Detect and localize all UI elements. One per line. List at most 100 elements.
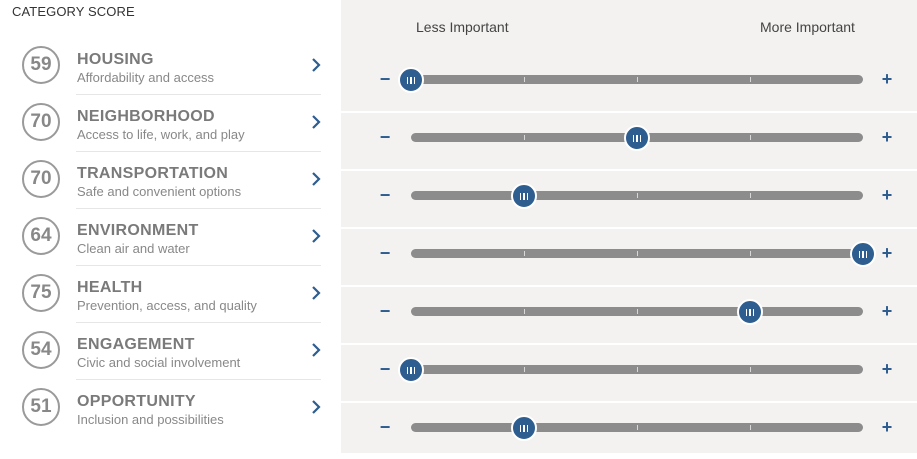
category-score-header: CATEGORY SCORE	[12, 4, 135, 19]
row-divider	[76, 208, 321, 209]
importance-slider-environment: − +	[341, 230, 917, 287]
grip-icon	[406, 366, 416, 374]
slider-tick	[637, 251, 638, 256]
row-separator	[341, 169, 917, 171]
slider-tick	[750, 77, 751, 82]
slider-tick	[750, 251, 751, 256]
importance-slider-transportation: − +	[341, 172, 917, 229]
category-subtitle: Clean air and water	[77, 241, 190, 256]
category-list: 59 HOUSING Affordability and access 70 N…	[0, 38, 341, 437]
slider-track[interactable]	[411, 241, 876, 267]
score-badge: 64	[22, 217, 60, 255]
score-badge: 51	[22, 388, 60, 426]
grip-icon	[406, 76, 416, 84]
row-separator	[341, 285, 917, 287]
slider-tick	[637, 367, 638, 372]
chevron-right-icon[interactable]	[309, 398, 323, 416]
slider-tick	[524, 135, 525, 140]
category-subtitle: Prevention, access, and quality	[77, 298, 257, 313]
increase-button[interactable]: +	[881, 69, 893, 89]
category-row-opportunity[interactable]: 51 OPPORTUNITY Inclusion and possibiliti…	[0, 380, 341, 437]
category-row-neighborhood[interactable]: 70 NEIGHBORHOOD Access to life, work, an…	[0, 95, 341, 152]
slider-track[interactable]	[411, 125, 863, 151]
category-title: ENVIRONMENT	[77, 222, 199, 239]
importance-slider-housing: − +	[341, 56, 917, 113]
chevron-right-icon[interactable]	[309, 284, 323, 302]
grip-icon	[745, 308, 755, 316]
decrease-button[interactable]: −	[379, 359, 391, 379]
chevron-right-icon[interactable]	[309, 227, 323, 245]
decrease-button[interactable]: −	[379, 417, 391, 437]
decrease-button[interactable]: −	[379, 69, 391, 89]
decrease-button[interactable]: −	[379, 127, 391, 147]
grip-icon	[519, 192, 529, 200]
score-badge: 75	[22, 274, 60, 312]
slider-tick	[637, 193, 638, 198]
slider-thumb[interactable]	[398, 357, 424, 383]
slider-track[interactable]	[398, 357, 863, 383]
category-row-health[interactable]: 75 HEALTH Prevention, access, and qualit…	[0, 266, 341, 323]
slider-track[interactable]	[398, 67, 863, 93]
row-divider	[76, 322, 321, 323]
score-badge: 54	[22, 331, 60, 369]
slider-thumb[interactable]	[624, 125, 650, 151]
importance-panel: Less Important More Important − + − + −	[341, 0, 917, 453]
slider-thumb[interactable]	[737, 299, 763, 325]
slider-tick	[750, 193, 751, 198]
chevron-right-icon[interactable]	[309, 341, 323, 359]
category-subtitle: Affordability and access	[77, 70, 215, 85]
chevron-right-icon[interactable]	[309, 56, 323, 74]
chevron-right-icon[interactable]	[309, 170, 323, 188]
row-divider	[76, 379, 321, 380]
slider-track[interactable]	[411, 415, 863, 441]
row-separator	[341, 401, 917, 403]
category-subtitle: Civic and social involvement	[77, 355, 241, 370]
decrease-button[interactable]: −	[379, 185, 391, 205]
slider-track[interactable]	[411, 183, 863, 209]
increase-button[interactable]: +	[881, 185, 893, 205]
slider-thumb[interactable]	[511, 415, 537, 441]
category-title: TRANSPORTATION	[77, 165, 229, 182]
less-important-label: Less Important	[416, 19, 509, 35]
increase-button[interactable]: +	[881, 243, 893, 263]
grip-icon	[858, 250, 868, 258]
row-divider	[76, 94, 321, 95]
category-row-engagement[interactable]: 54 ENGAGEMENT Civic and social involveme…	[0, 323, 341, 380]
slider-tick	[637, 425, 638, 430]
row-separator	[341, 111, 917, 113]
score-badge: 70	[22, 103, 60, 141]
decrease-button[interactable]: −	[379, 301, 391, 321]
slider-tick	[750, 367, 751, 372]
slider-thumb[interactable]	[511, 183, 537, 209]
category-subtitle: Safe and convenient options	[77, 184, 242, 199]
slider-tick	[750, 425, 751, 430]
category-subtitle: Inclusion and possibilities	[77, 412, 224, 427]
category-row-transportation[interactable]: 70 TRANSPORTATION Safe and convenient op…	[0, 152, 341, 209]
slider-tick	[524, 251, 525, 256]
slider-thumb[interactable]	[398, 67, 424, 93]
importance-slider-neighborhood: − +	[341, 114, 917, 171]
category-title: ENGAGEMENT	[77, 336, 195, 353]
increase-button[interactable]: +	[881, 417, 893, 437]
slider-tick	[524, 77, 525, 82]
slider-track[interactable]	[411, 299, 863, 325]
category-row-environment[interactable]: 64 ENVIRONMENT Clean air and water	[0, 209, 341, 266]
chevron-right-icon[interactable]	[309, 113, 323, 131]
decrease-button[interactable]: −	[379, 243, 391, 263]
row-separator	[341, 343, 917, 345]
importance-slider-engagement: − +	[341, 346, 917, 403]
slider-tick	[637, 309, 638, 314]
score-badge: 59	[22, 46, 60, 84]
grip-icon	[519, 424, 529, 432]
importance-slider-health: − +	[341, 288, 917, 345]
row-separator	[341, 227, 917, 229]
row-divider	[76, 151, 321, 152]
slider-thumb[interactable]	[850, 241, 876, 267]
row-divider	[76, 265, 321, 266]
slider-tick	[524, 367, 525, 372]
increase-button[interactable]: +	[881, 359, 893, 379]
increase-button[interactable]: +	[881, 301, 893, 321]
more-important-label: More Important	[760, 19, 855, 35]
category-row-housing[interactable]: 59 HOUSING Affordability and access	[0, 38, 341, 95]
increase-button[interactable]: +	[881, 127, 893, 147]
